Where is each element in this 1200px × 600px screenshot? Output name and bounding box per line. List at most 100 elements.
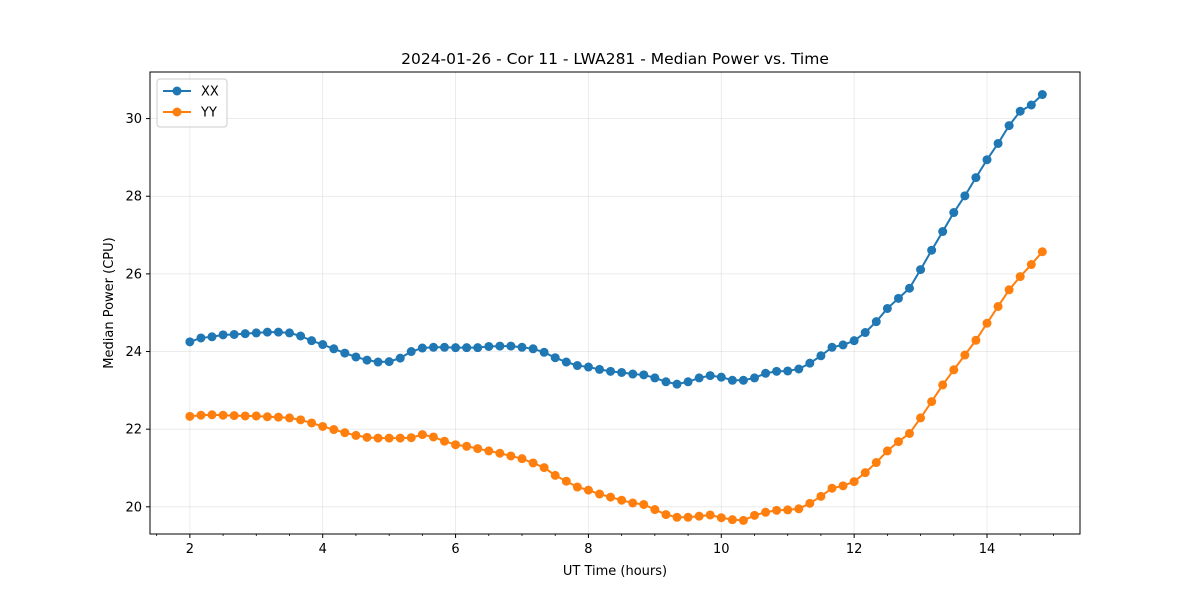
data-point-yy — [318, 421, 328, 431]
data-point-xx — [373, 357, 383, 367]
data-point-yy — [240, 411, 250, 421]
data-point-yy — [705, 510, 715, 520]
data-point-xx — [893, 293, 903, 303]
data-point-xx — [838, 340, 848, 350]
data-point-yy — [816, 491, 826, 501]
data-point-yy — [960, 350, 970, 360]
x-tick-label: 2 — [186, 542, 194, 557]
series-yy — [185, 247, 1047, 525]
data-point-xx — [827, 342, 837, 352]
data-point-xx — [617, 367, 627, 377]
data-point-xx — [1015, 106, 1025, 116]
data-point-xx — [473, 343, 483, 353]
data-point-yy — [351, 430, 361, 440]
x-tick-label: 8 — [584, 542, 592, 557]
data-point-xx — [484, 341, 494, 351]
data-point-xx — [273, 327, 283, 337]
data-point-yy — [938, 380, 948, 390]
data-point-yy — [395, 433, 405, 443]
data-point-xx — [971, 173, 981, 183]
data-point-yy — [583, 485, 593, 495]
data-point-yy — [971, 335, 981, 345]
legend-label-xx: XX — [201, 85, 219, 100]
data-point-xx — [650, 373, 660, 383]
data-point-yy — [949, 365, 959, 375]
data-point-xx — [949, 208, 959, 218]
data-point-yy — [572, 482, 582, 492]
data-point-yy — [451, 440, 461, 450]
data-point-xx — [982, 155, 992, 165]
data-point-xx — [229, 329, 239, 339]
data-point-yy — [561, 476, 571, 486]
data-point-xx — [849, 336, 859, 346]
data-point-xx — [517, 342, 527, 352]
data-point-xx — [761, 368, 771, 378]
legend: XX YY — [156, 78, 228, 128]
x-tick-label: 12 — [846, 542, 863, 557]
data-point-xx — [495, 341, 505, 351]
data-point-yy — [727, 515, 737, 525]
y-tick-label: 28 — [125, 190, 142, 205]
data-point-yy — [484, 446, 494, 456]
data-point-xx — [572, 361, 582, 371]
data-point-yy — [506, 451, 516, 461]
data-point-yy — [893, 437, 903, 447]
data-point-xx — [196, 333, 206, 343]
data-point-yy — [982, 318, 992, 328]
data-point-xx — [716, 372, 726, 382]
data-point-yy — [904, 428, 914, 438]
y-tick-label: 26 — [125, 267, 142, 282]
data-point-xx — [318, 340, 328, 350]
data-point-yy — [251, 411, 261, 421]
data-point-xx — [362, 355, 372, 365]
data-point-yy — [761, 507, 771, 517]
data-point-xx — [351, 352, 361, 362]
data-point-xx — [639, 370, 649, 380]
data-point-yy — [628, 498, 638, 508]
legend-marker-yy — [172, 107, 182, 117]
data-point-xx — [218, 330, 228, 340]
data-point-xx — [583, 362, 593, 372]
data-point-xx — [251, 328, 261, 338]
data-point-yy — [273, 412, 283, 422]
data-point-yy — [473, 444, 483, 454]
legend-marker-xx — [172, 86, 182, 96]
data-point-yy — [871, 458, 881, 468]
data-point-xx — [417, 343, 427, 353]
data-point-xx — [727, 375, 737, 385]
data-point-xx — [993, 138, 1003, 148]
data-point-yy — [672, 512, 682, 522]
data-point-xx — [750, 373, 759, 383]
data-point-xx — [860, 328, 870, 338]
data-point-yy — [1015, 272, 1025, 282]
data-point-yy — [329, 425, 339, 435]
data-point-xx — [185, 337, 195, 347]
data-point-xx — [916, 265, 926, 275]
data-point-yy — [439, 436, 449, 446]
x-axis-label: UT Time (hours) — [563, 564, 667, 579]
x-tick-label: 14 — [979, 542, 996, 557]
data-point-xx — [207, 332, 217, 342]
data-point-xx — [462, 343, 472, 353]
data-point-yy — [528, 458, 538, 468]
data-point-yy — [783, 505, 793, 515]
data-point-yy — [650, 505, 660, 515]
data-point-yy — [661, 510, 671, 520]
data-point-yy — [539, 463, 549, 473]
data-point-yy — [838, 481, 848, 491]
data-point-xx — [340, 348, 350, 358]
data-point-yy — [805, 498, 815, 508]
data-point-xx — [439, 342, 449, 352]
data-point-xx — [384, 357, 394, 367]
data-point-xx — [805, 358, 815, 368]
y-axis-label: Median Power (CPU) — [102, 237, 117, 368]
data-point-yy — [694, 511, 704, 521]
data-point-xx — [816, 351, 826, 361]
data-point-yy — [262, 412, 272, 422]
data-point-yy — [340, 428, 350, 438]
data-point-yy — [683, 512, 693, 522]
data-point-xx — [428, 342, 438, 352]
y-tick-label: 24 — [125, 345, 142, 360]
data-point-xx — [329, 344, 339, 354]
